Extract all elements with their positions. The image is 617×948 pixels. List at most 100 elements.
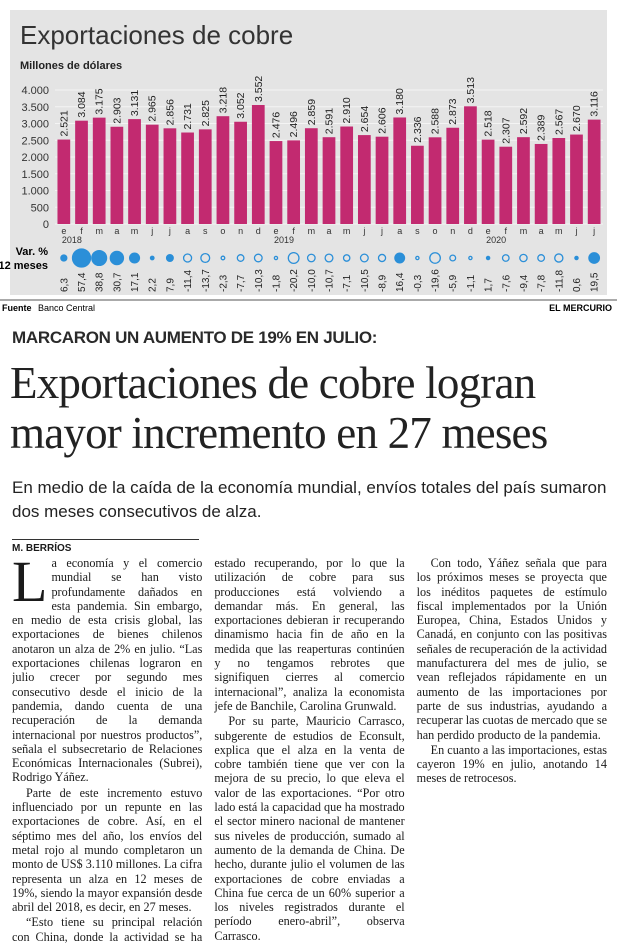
var-label: -0,3 [413,274,424,292]
bar [198,129,212,224]
var-circle [468,255,473,261]
x-tick-label: m [343,226,351,236]
y-tick-label: 1.500 [21,169,49,181]
year-label: 2020 [486,235,506,245]
x-tick-label: a [114,226,119,236]
chart-subtitle: Millones de dólares [20,60,122,72]
bar [570,134,583,224]
headline-line: mayor incremento en 27 meses [10,408,548,458]
x-tick-label: d [468,226,473,236]
var-label: -13,7 [201,269,212,292]
var-label: 38,8 [95,272,106,292]
var-circle [324,253,334,263]
y-tick-label: 4.000 [21,85,49,97]
paragraph: La economía y el comercio mundial se han… [12,556,203,785]
year-label: 2019 [274,235,294,245]
value-label: 2.496 [288,111,300,137]
paragraph: “Esto tiene su principal relación con Ch… [12,556,405,944]
bar [481,139,495,224]
chart: Exportaciones de cobre Millones de dólar… [0,10,617,313]
deck: En medio de la caída de la economía mund… [12,478,607,521]
var-circle [149,255,155,261]
value-label: 3.052 [235,92,247,118]
bar [251,105,265,224]
value-label: 3.175 [94,88,106,114]
var-label: 2,2 [148,278,159,292]
var-circle [71,248,92,268]
paragraph: En cuanto a las importaciones, estas cay… [416,742,607,786]
var-label: -7,6 [501,274,512,292]
var-label: 57,4 [77,272,88,292]
bar [57,139,71,224]
bar [411,145,424,224]
value-label: 2.910 [341,97,353,123]
var-circle [220,255,226,261]
var-label: -11,8 [554,270,565,292]
var-circle [128,252,141,264]
bar [464,106,477,224]
bar [304,128,318,224]
x-tick-label: j [592,226,595,236]
byline: M. BERRÍOS [12,539,199,554]
y-tick-label: 2.000 [21,152,49,164]
var-label: 30,7 [112,272,123,292]
value-label: 2.856 [164,99,176,125]
publication: EL MERCURIO [549,303,612,313]
x-tick-label: f [292,226,295,236]
bar [269,141,283,224]
headline-line: Exportaciones de cobre logran [10,358,536,408]
bar [322,137,336,224]
value-label: 2.476 [270,112,282,138]
bar [517,137,530,224]
var-subtitle: 12 meses [0,260,48,272]
x-tick-label: o [220,226,225,236]
var-circle [537,254,546,262]
x-tick-label: m [131,226,139,236]
bar [446,127,460,224]
var-label: -1,8 [271,274,282,292]
var-circle [554,253,564,263]
value-label: 2.670 [571,105,583,131]
bar [163,128,177,224]
var-circle [182,253,193,263]
bar [428,137,442,224]
var-label: 0,6 [572,278,583,292]
var-label: -10,5 [360,269,371,292]
bar [375,136,389,224]
bar [393,117,407,224]
bar [499,146,513,224]
y-tick-label: 1.000 [21,186,49,198]
x-tick-label: a [185,226,190,236]
var-circle [519,253,528,263]
x-tick-label: e [273,226,278,236]
x-tick-label: n [450,226,455,236]
y-tick-label: 0 [43,219,49,231]
var-label: 6,3 [59,278,70,292]
value-label: 3.084 [76,91,88,117]
x-tick-label: a [326,226,331,236]
var-circle [359,253,369,263]
bar [234,121,247,224]
x-tick-label: j [168,226,171,236]
value-label: 2.336 [412,116,424,142]
var-label: -2,3 [218,274,229,292]
var-label: -7,8 [537,274,548,292]
var-label: 17,1 [130,272,141,292]
value-label: 2.873 [447,98,459,124]
value-label: 2.606 [377,107,389,133]
var-circle [200,252,211,264]
var-circle [342,254,351,262]
var-title: Var. % [16,246,49,258]
bar [181,132,194,224]
x-tick-label: n [238,226,243,236]
var-label: -7,7 [236,274,247,292]
x-tick-label: o [433,226,438,236]
var-label: -10,0 [307,269,318,292]
x-tick-label: j [150,226,153,236]
value-label: 2.588 [430,108,442,134]
x-tick-label: m [520,226,528,236]
bar [340,126,354,224]
var-circle [306,253,316,263]
value-label: 2.567 [553,109,565,135]
